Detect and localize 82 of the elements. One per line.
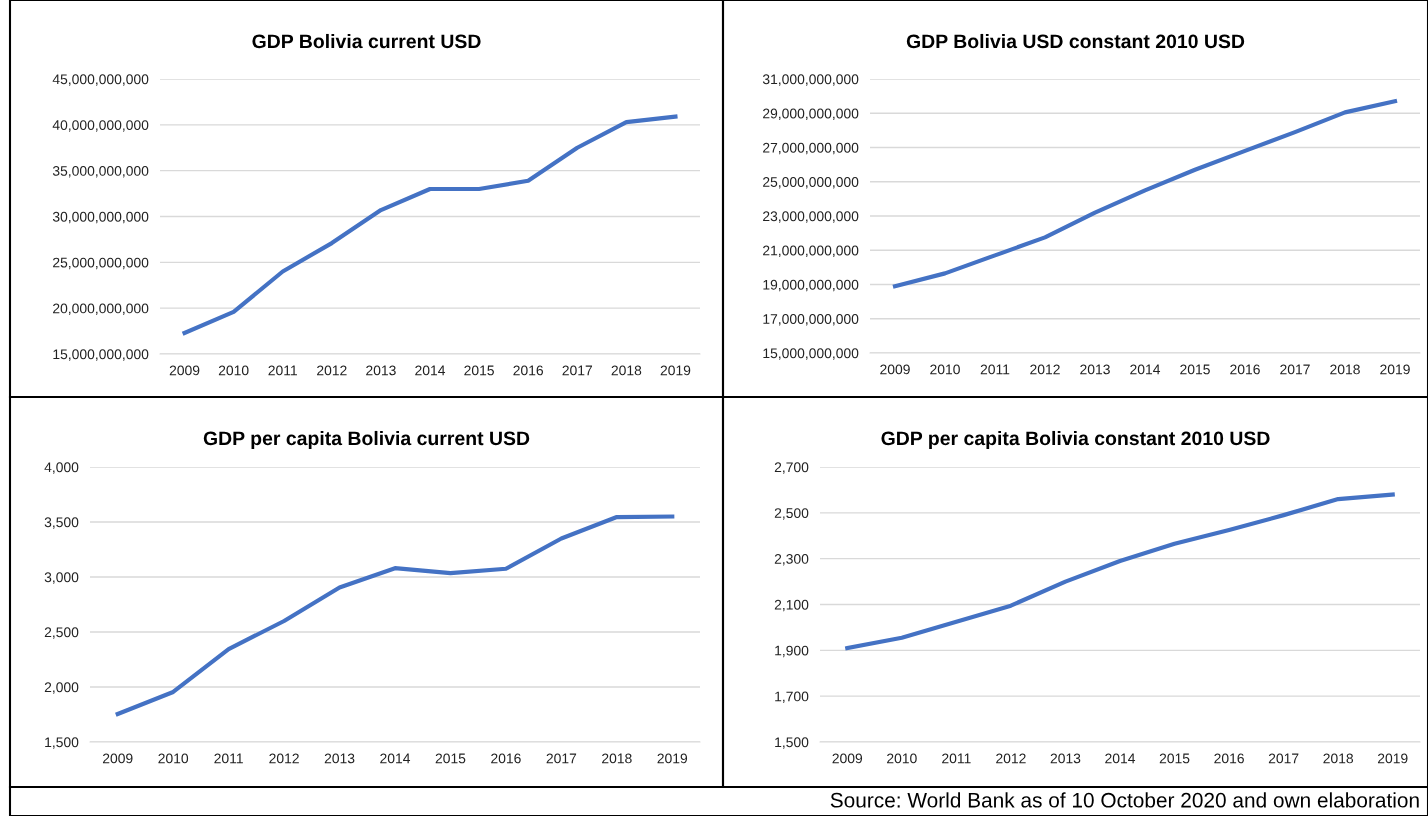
x-tick-label: 2017 [1280, 364, 1310, 375]
x-tick-label: 2009 [880, 364, 910, 375]
y-tick-label: 15,000,000,000 [53, 349, 149, 361]
x-tick-label: 2010 [218, 365, 249, 376]
x-tick-label: 2012 [996, 753, 1026, 764]
x-tick-label: 2018 [1330, 364, 1360, 375]
y-tick-label: 15,000,000,000 [763, 348, 859, 360]
y-tick-label: 29,000,000,000 [763, 108, 859, 121]
x-tick-label: 2012 [317, 365, 347, 376]
x-tick-label: 2011 [980, 364, 1010, 375]
y-tick-label: 35,000,000,000 [52, 166, 149, 178]
y-tick-label: 2,500 [774, 508, 809, 520]
y-tick-label: 1,500 [45, 737, 79, 749]
x-tick-label: 2011 [214, 753, 243, 764]
y-tick-label: 19,000,000,000 [763, 279, 859, 292]
x-tick-label: 2019 [1377, 753, 1408, 764]
x-tick-label: 2017 [546, 753, 577, 764]
x-tick-label: 2009 [169, 365, 200, 376]
y-tick-label: 25,000,000,000 [763, 177, 859, 189]
x-tick-label: 2011 [942, 753, 971, 764]
x-tick-label: 2013 [324, 753, 355, 764]
x-tick-label: 2016 [1214, 753, 1244, 764]
x-tick-label: 2019 [657, 753, 688, 764]
y-tick-label: 25,000,000,000 [53, 257, 149, 270]
y-tick-label: 2,500 [44, 627, 79, 639]
source-note: Source: World Bank as of 10 October 2020 and own elaboration [830, 792, 1419, 808]
y-tick-label: 27,000,000,000 [763, 142, 859, 155]
chart-title: GDP per capita Bolivia current USD [203, 430, 530, 450]
y-tick-label: 31,000,000,000 [762, 74, 859, 86]
y-tick-label: 21,000,000,000 [763, 245, 859, 258]
x-tick-label: 2015 [435, 753, 466, 764]
chart-title: GDP Bolivia USD constant 2010 USD [906, 33, 1245, 49]
x-tick-label: 2010 [887, 753, 917, 764]
x-tick-label: 2010 [930, 364, 960, 375]
y-tick-label: 2,300 [774, 554, 809, 566]
x-tick-label: 2017 [1268, 753, 1299, 764]
x-tick-label: 2016 [1230, 364, 1260, 375]
x-tick-label: 2018 [602, 753, 632, 764]
y-tick-label: 4,000 [44, 462, 79, 474]
y-tick-label: 45,000,000,000 [52, 74, 149, 86]
line-series [845, 492, 1395, 651]
y-tick-label: 23,000,000,000 [763, 211, 859, 223]
x-tick-label: 2014 [415, 365, 446, 376]
chart-title: GDP per capita Bolivia constant 2010 USD [881, 430, 1270, 450]
x-tick-label: 2019 [1380, 364, 1410, 375]
y-tick-label: 40,000,000,000 [52, 120, 149, 132]
y-tick-label: 1,900 [775, 645, 809, 658]
y-tick-label: 3,000 [44, 572, 79, 584]
x-tick-label: 2012 [1030, 364, 1060, 375]
line-series [892, 99, 1398, 289]
y-tick-label: 2,100 [774, 599, 809, 612]
x-tick-label: 2019 [660, 365, 691, 376]
y-tick-label: 30,000,000,000 [52, 211, 149, 224]
x-tick-label: 2018 [1323, 753, 1354, 764]
x-tick-label: 2015 [464, 365, 494, 376]
x-tick-label: 2012 [269, 753, 299, 764]
x-tick-label: 2018 [611, 365, 642, 376]
x-tick-label: 2013 [1080, 364, 1110, 375]
x-tick-label: 2017 [562, 365, 593, 376]
line-series [115, 514, 675, 717]
line-series [182, 114, 678, 336]
x-tick-label: 2014 [1105, 753, 1136, 764]
y-tick-label: 17,000,000,000 [763, 314, 859, 326]
x-tick-label: 2016 [513, 365, 544, 376]
y-tick-label: 20,000,000,000 [53, 303, 149, 315]
x-tick-label: 2009 [102, 753, 133, 764]
y-tick-label: 2,700 [774, 462, 809, 474]
x-tick-label: 2013 [1050, 753, 1081, 764]
x-tick-label: 2010 [158, 753, 189, 764]
x-tick-label: 2014 [380, 753, 411, 764]
x-tick-label: 2011 [268, 365, 297, 376]
y-tick-label: 3,500 [44, 517, 79, 529]
x-tick-label: 2015 [1159, 753, 1190, 764]
x-tick-label: 2016 [491, 753, 521, 764]
chart-title: GDP Bolivia current USD [252, 33, 481, 49]
x-tick-label: 2009 [832, 753, 863, 764]
y-tick-label: 1,500 [775, 737, 809, 749]
x-tick-label: 2015 [1180, 364, 1210, 375]
x-tick-label: 2014 [1130, 364, 1161, 375]
y-tick-label: 2,000 [44, 682, 79, 694]
y-tick-label: 1,700 [775, 691, 809, 703]
x-tick-label: 2013 [366, 365, 396, 376]
